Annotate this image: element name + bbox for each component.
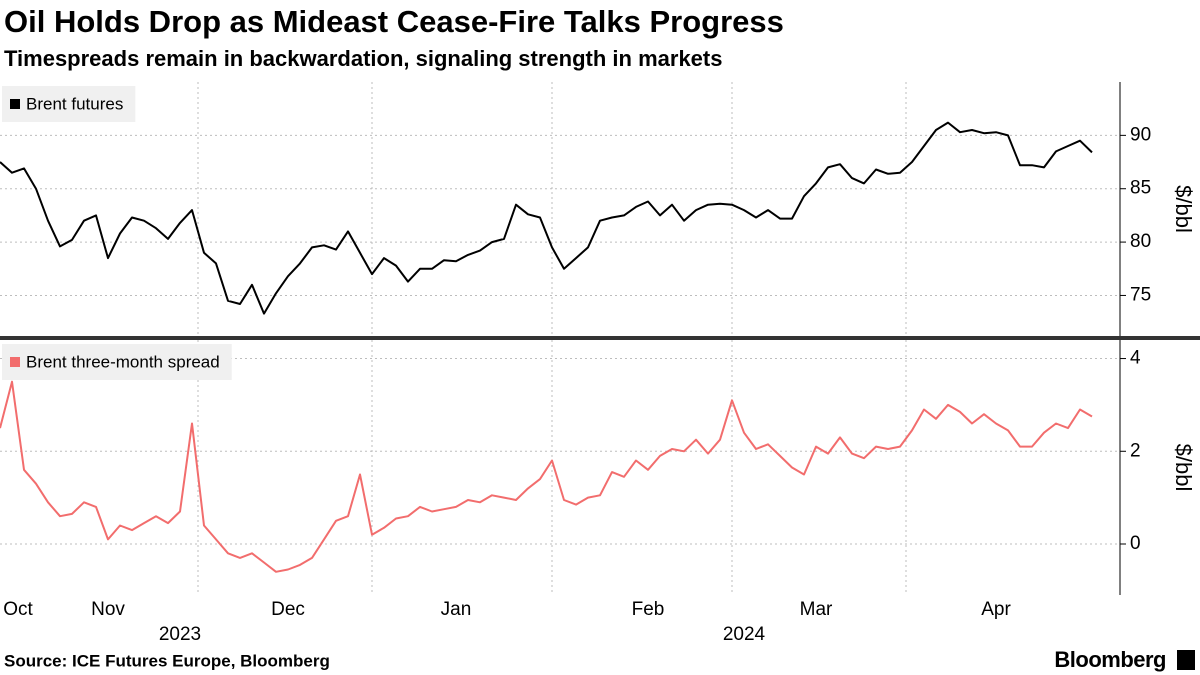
y-tick-label: 75 bbox=[1130, 284, 1151, 305]
y-tick-label: 80 bbox=[1130, 231, 1151, 252]
brand: Bloomberg bbox=[1054, 647, 1166, 672]
brand-icon bbox=[1177, 650, 1195, 670]
legend-background bbox=[2, 86, 136, 122]
legend-label: Brent futures bbox=[26, 94, 123, 113]
legend-swatch bbox=[10, 99, 20, 109]
x-tick-label: Dec bbox=[271, 599, 305, 620]
x-tick-label: Apr bbox=[981, 599, 1011, 620]
x-tick-label: Nov bbox=[91, 599, 125, 620]
source: Source: ICE Futures Europe, Bloomberg bbox=[4, 651, 330, 670]
y-tick-label: 85 bbox=[1130, 178, 1151, 199]
x-year-label: 2024 bbox=[723, 624, 766, 645]
legend: Brent futures bbox=[2, 86, 136, 122]
x-tick-label: Oct bbox=[3, 599, 33, 620]
y-axis-label: $/bbl bbox=[1171, 444, 1196, 492]
y-tick-label: 90 bbox=[1130, 124, 1151, 145]
y-tick-label: 2 bbox=[1130, 440, 1141, 461]
x-year-label: 2023 bbox=[159, 624, 201, 645]
series-line bbox=[0, 121, 1093, 315]
panel-divider bbox=[0, 336, 1200, 340]
series-line bbox=[0, 380, 1093, 573]
y-tick-label: 0 bbox=[1130, 533, 1141, 554]
y-axis-label: $/bbl bbox=[1171, 185, 1196, 233]
chart-subtitle: Timespreads remain in backwardation, sig… bbox=[4, 46, 722, 71]
legend-background bbox=[2, 344, 232, 380]
x-tick-label: Feb bbox=[632, 599, 665, 620]
x-tick-label: Mar bbox=[800, 599, 833, 620]
x-tick-label: Jan bbox=[441, 599, 472, 620]
legend-label: Brent three-month spread bbox=[26, 352, 220, 371]
chart-title: Oil Holds Drop as Mideast Cease-Fire Tal… bbox=[4, 4, 784, 39]
legend-swatch bbox=[10, 357, 20, 367]
y-tick-label: 4 bbox=[1130, 348, 1141, 369]
legend: Brent three-month spread bbox=[2, 344, 232, 380]
